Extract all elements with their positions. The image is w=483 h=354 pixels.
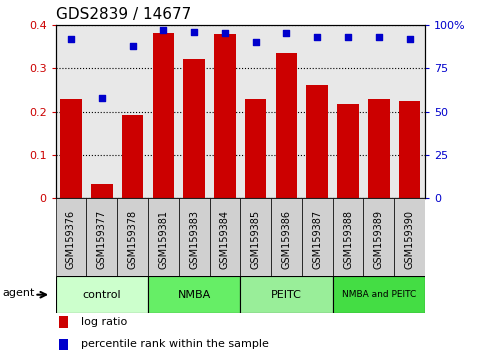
Text: GSM159377: GSM159377 [97,210,107,269]
Bar [91,184,113,198]
Text: log ratio: log ratio [82,317,128,327]
Bar [399,101,420,198]
Bar [333,198,364,276]
Bar [240,198,271,276]
Bar [117,198,148,276]
Point [159,27,167,33]
Text: GSM159376: GSM159376 [66,210,76,269]
Bar [122,115,143,198]
Bar [240,276,333,313]
Text: GSM159381: GSM159381 [158,210,168,269]
Text: GSM159386: GSM159386 [282,210,291,269]
Bar [60,99,82,198]
Point [67,36,75,41]
Bar [302,198,333,276]
Text: control: control [83,290,121,300]
Bar [276,53,297,198]
Text: percentile rank within the sample: percentile rank within the sample [82,339,270,349]
Point [221,30,229,36]
Bar [56,276,148,313]
Bar [364,198,394,276]
Text: agent: agent [3,288,35,298]
Bar [210,198,240,276]
Text: GSM159384: GSM159384 [220,210,230,269]
Point [313,34,321,40]
Bar [56,198,86,276]
Bar [184,59,205,198]
Point [375,34,383,40]
Text: GSM159390: GSM159390 [405,210,414,269]
Bar [86,198,117,276]
Point [406,36,413,41]
Bar [148,276,241,313]
Bar [271,198,302,276]
Text: GSM159378: GSM159378 [128,210,138,269]
Bar [59,316,68,327]
Text: GSM159387: GSM159387 [313,210,322,269]
Text: GSM159383: GSM159383 [189,210,199,269]
Bar [394,198,425,276]
Bar [214,34,236,198]
Point [283,30,290,36]
Bar [337,104,359,198]
Point [190,29,198,35]
Point [128,43,136,48]
Text: NMBA: NMBA [177,290,211,300]
Text: PEITC: PEITC [271,290,302,300]
Point [344,34,352,40]
Text: GDS2839 / 14677: GDS2839 / 14677 [56,7,191,22]
Text: NMBA and PEITC: NMBA and PEITC [342,290,416,299]
Text: GSM159385: GSM159385 [251,210,261,269]
Bar [245,99,267,198]
Bar [148,198,179,276]
Bar [59,338,68,350]
Point [98,95,106,101]
Bar [153,33,174,198]
Point [252,39,259,45]
Bar [179,198,210,276]
Bar [307,85,328,198]
Bar [368,99,390,198]
Text: GSM159389: GSM159389 [374,210,384,269]
Bar [333,276,425,313]
Text: GSM159388: GSM159388 [343,210,353,269]
